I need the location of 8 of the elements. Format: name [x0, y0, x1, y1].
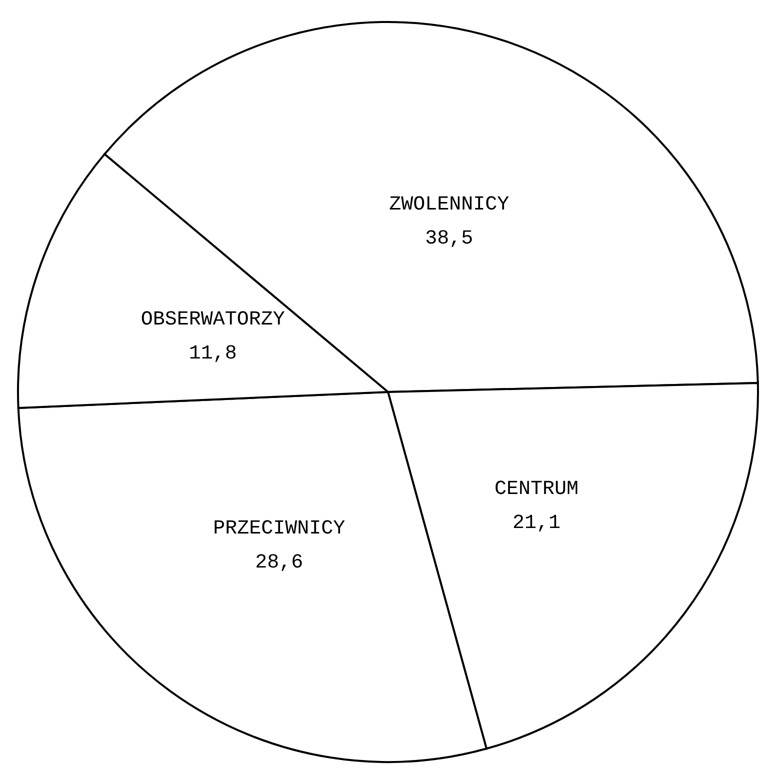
- data-label: 28,6: [255, 552, 304, 575]
- slice-label: PRZECIWNICY: [213, 518, 346, 541]
- slice-label: OBSERWATORZY: [140, 308, 285, 332]
- data-label: 21,1: [512, 512, 561, 536]
- data-label: 38,5: [425, 227, 474, 250]
- slice-label: ZWOLENNICY: [389, 193, 510, 216]
- slice-label: CENTRUM: [494, 478, 579, 502]
- data-label: 11,8: [188, 342, 237, 366]
